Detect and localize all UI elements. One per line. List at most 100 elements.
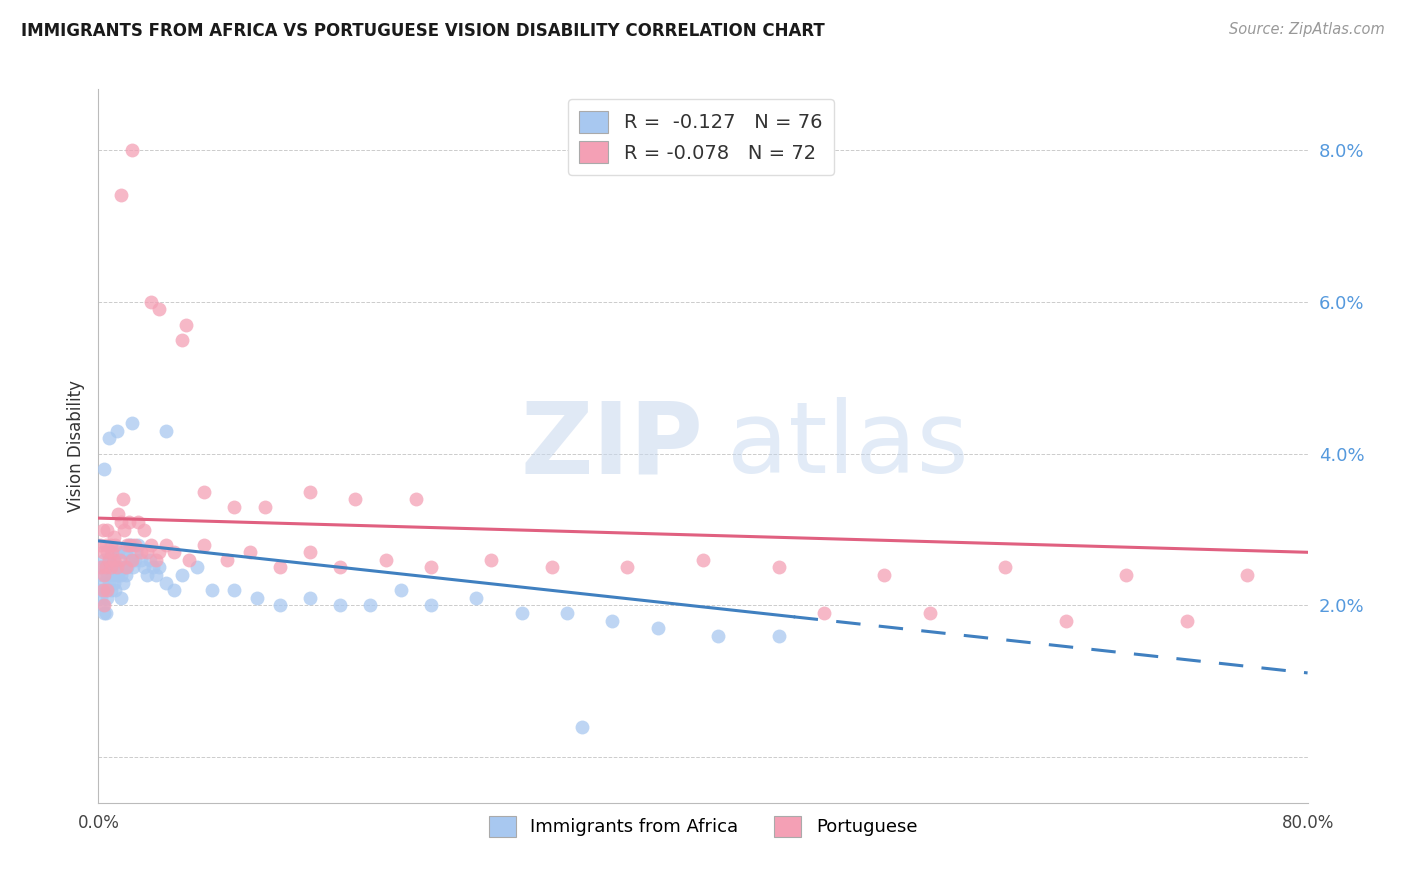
- Point: [104, 538, 127, 552]
- Point: [145, 553, 167, 567]
- Point: [89, 560, 111, 574]
- Point: [105, 560, 128, 574]
- Point: [91, 583, 114, 598]
- Point: [100, 583, 122, 598]
- Point: [90, 591, 112, 605]
- Point: [104, 560, 127, 574]
- Point: [118, 538, 141, 552]
- Point: [93, 583, 115, 598]
- Point: [103, 530, 125, 544]
- Point: [121, 538, 143, 552]
- Point: [299, 545, 322, 559]
- Point: [111, 545, 134, 559]
- Point: [121, 143, 143, 157]
- Point: [111, 492, 134, 507]
- Point: [269, 560, 291, 574]
- Point: [112, 523, 135, 537]
- Point: [692, 553, 714, 567]
- Point: [93, 606, 115, 620]
- Point: [101, 545, 124, 559]
- Legend: Immigrants from Africa, Portuguese: Immigrants from Africa, Portuguese: [481, 808, 925, 844]
- Point: [110, 515, 132, 529]
- Point: [139, 553, 162, 567]
- Point: [121, 416, 143, 430]
- Point: [105, 568, 128, 582]
- Point: [125, 545, 148, 559]
- Point: [170, 568, 193, 582]
- Point: [163, 583, 186, 598]
- Point: [148, 560, 170, 574]
- Point: [91, 599, 114, 613]
- Point: [94, 606, 117, 620]
- Text: IMMIGRANTS FROM AFRICA VS PORTUGUESE VISION DISABILITY CORRELATION CHART: IMMIGRANTS FROM AFRICA VS PORTUGUESE VIS…: [21, 22, 825, 40]
- Point: [98, 575, 121, 590]
- Point: [107, 545, 129, 559]
- Point: [135, 545, 157, 559]
- Point: [110, 591, 132, 605]
- Point: [91, 545, 114, 559]
- Point: [253, 500, 276, 514]
- Point: [141, 538, 163, 552]
- Point: [135, 568, 157, 582]
- Point: [141, 294, 163, 309]
- Point: [101, 568, 124, 582]
- Point: [111, 575, 134, 590]
- Text: atlas: atlas: [727, 398, 969, 494]
- Point: [105, 424, 128, 438]
- Point: [142, 560, 165, 574]
- Point: [201, 583, 224, 598]
- Point: [94, 538, 117, 552]
- Point: [101, 545, 124, 559]
- Point: [374, 553, 396, 567]
- Point: [107, 568, 129, 582]
- Point: [299, 484, 322, 499]
- Point: [91, 523, 114, 537]
- Point: [115, 560, 138, 574]
- Point: [145, 568, 167, 582]
- Point: [186, 560, 208, 574]
- Point: [465, 591, 488, 605]
- Point: [98, 431, 121, 445]
- Point: [1054, 614, 1077, 628]
- Point: [112, 560, 135, 574]
- Point: [239, 545, 262, 559]
- Point: [918, 606, 941, 620]
- Point: [127, 538, 149, 552]
- Point: [98, 553, 121, 567]
- Point: [873, 568, 896, 582]
- Point: [120, 538, 142, 552]
- Point: [269, 599, 291, 613]
- Point: [107, 508, 129, 522]
- Point: [360, 599, 382, 613]
- Point: [602, 614, 624, 628]
- Text: Source: ZipAtlas.com: Source: ZipAtlas.com: [1229, 22, 1385, 37]
- Point: [93, 462, 115, 476]
- Point: [94, 583, 117, 598]
- Point: [163, 545, 186, 559]
- Point: [1115, 568, 1137, 582]
- Point: [89, 583, 111, 598]
- Point: [174, 318, 197, 332]
- Point: [129, 553, 152, 567]
- Point: [98, 553, 121, 567]
- Point: [224, 583, 246, 598]
- Point: [389, 583, 412, 598]
- Point: [96, 591, 118, 605]
- Point: [121, 553, 143, 567]
- Point: [768, 629, 790, 643]
- Point: [1175, 614, 1198, 628]
- Point: [94, 560, 117, 574]
- Point: [100, 560, 122, 574]
- Point: [103, 575, 125, 590]
- Point: [647, 621, 669, 635]
- Point: [108, 560, 131, 574]
- Point: [115, 538, 138, 552]
- Point: [155, 538, 177, 552]
- Point: [299, 591, 322, 605]
- Point: [132, 523, 155, 537]
- Point: [420, 599, 443, 613]
- Point: [89, 538, 111, 552]
- Point: [193, 484, 215, 499]
- Point: [120, 553, 142, 567]
- Point: [129, 545, 152, 559]
